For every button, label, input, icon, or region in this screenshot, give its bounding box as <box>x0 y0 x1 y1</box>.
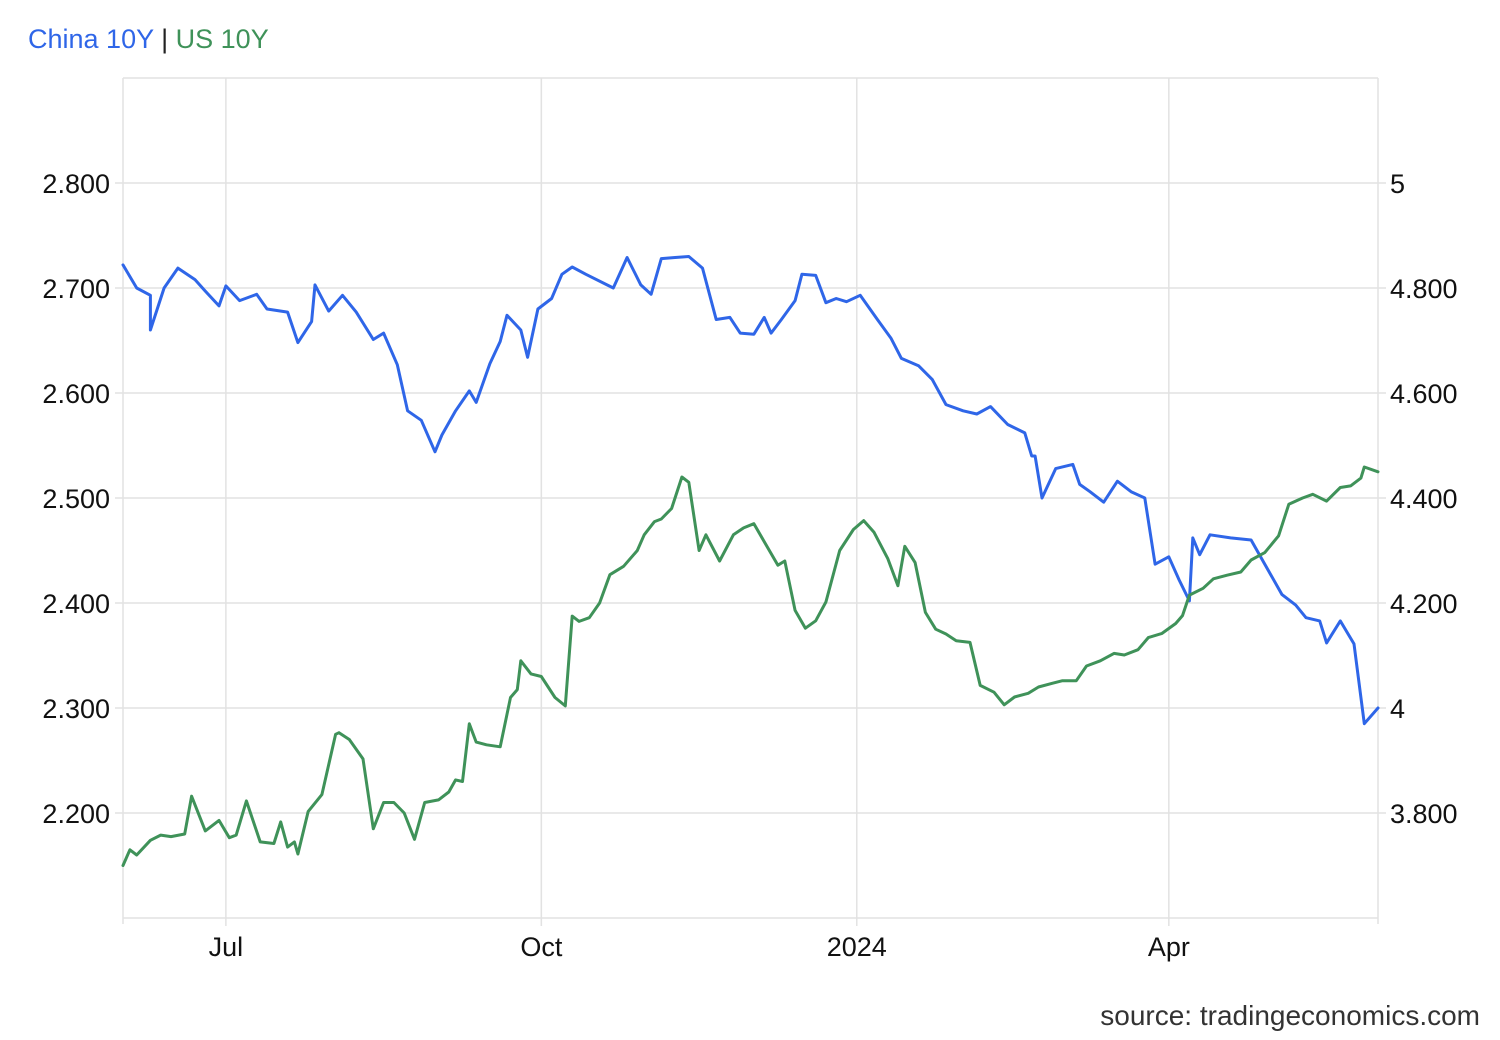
chart-legend: China 10Y | US 10Y <box>28 22 269 56</box>
series-line-china-10y[interactable] <box>121 255 1380 726</box>
y-left-tick-label: 2.200 <box>42 799 110 829</box>
y-left-tick-label: 2.700 <box>42 274 110 304</box>
series-layer <box>121 255 1380 867</box>
y-right-tick-label: 4.400 <box>1390 484 1458 514</box>
y-right-tick-label: 4.200 <box>1390 589 1458 619</box>
y-left-tick-label: 2.300 <box>42 694 110 724</box>
x-tick-label: 2024 <box>827 932 887 962</box>
y-right-tick-label: 4.800 <box>1390 274 1458 304</box>
x-tick-label: Oct <box>520 932 563 962</box>
legend-separator: | <box>161 24 169 54</box>
y-left-tick-label: 2.400 <box>42 589 110 619</box>
y-right-tick-label: 4.600 <box>1390 379 1458 409</box>
y-right-tick-label: 4 <box>1390 694 1405 724</box>
legend-china-10y[interactable]: China 10Y <box>28 24 154 54</box>
x-tick-label: Jul <box>209 932 244 962</box>
y-left-tick-label: 2.800 <box>42 169 110 199</box>
legend-us-10y[interactable]: US 10Y <box>175 24 269 54</box>
y-left-tick-label: 2.600 <box>42 379 110 409</box>
grid-layer <box>115 77 1386 926</box>
axis-layer: 2.200 2.300 2.400 2.500 2.600 2.700 2.800 3.800… <box>42 169 1457 962</box>
series-line-us-10y[interactable] <box>121 465 1380 867</box>
source-label: source: tradingeconomics.com <box>1100 1000 1480 1031</box>
y-left-tick-label: 2.500 <box>42 484 110 514</box>
y-right-tick-label: 5 <box>1390 169 1405 199</box>
x-tick-label: Apr <box>1148 932 1190 962</box>
y-right-tick-label: 3.800 <box>1390 799 1458 829</box>
